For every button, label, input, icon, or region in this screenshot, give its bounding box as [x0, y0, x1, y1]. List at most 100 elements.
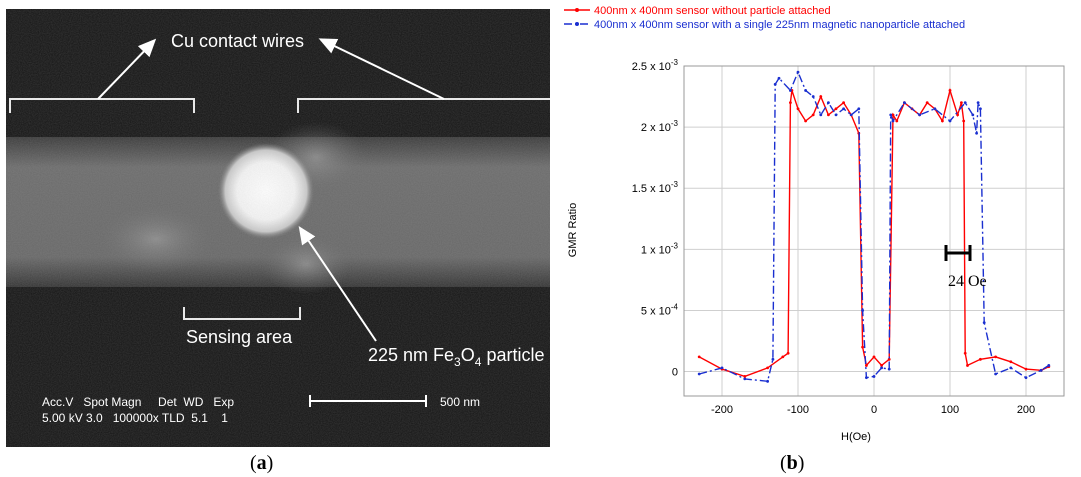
legend-marker-2	[575, 22, 579, 26]
series-2-point	[743, 377, 747, 381]
chart-series	[697, 70, 1051, 383]
series-2-point	[811, 95, 815, 98]
series-1-point	[960, 101, 963, 105]
series-1-point	[941, 119, 944, 123]
series-1-point	[994, 355, 997, 359]
sensing-area-label: Sensing area	[186, 327, 293, 347]
chart-grid	[684, 65, 1064, 396]
series-2-point	[842, 107, 845, 111]
series-1-point	[872, 355, 876, 359]
panel-b-caption: (b)	[780, 452, 805, 474]
chart-legend: 400nm x 400nm sensor without particle at…	[564, 5, 965, 31]
series-1-point	[966, 364, 969, 367]
series-line-1	[698, 87, 1050, 378]
series-1-point	[786, 351, 790, 355]
series-2-point	[971, 113, 975, 117]
series-2-point	[865, 376, 868, 380]
series-1-point	[842, 101, 845, 105]
series-1-point	[887, 357, 891, 361]
series-1-point	[789, 101, 792, 105]
scale-bar-label: 500 nm	[440, 395, 480, 409]
series-2-point	[963, 101, 967, 105]
width-annotation: 24 Oe	[944, 245, 987, 290]
series-2-point	[697, 372, 701, 376]
y-tick-label: 1.5 x 10-3	[632, 180, 679, 195]
series-2-point	[796, 70, 800, 74]
series-2-point	[889, 113, 893, 117]
x-axis-ticks: -200 -100 0 100 200	[711, 404, 1035, 416]
series-2-point	[834, 113, 838, 117]
series-1-point	[827, 113, 830, 117]
x-axis-label: H(Oe)	[841, 431, 871, 443]
series-1-point	[861, 345, 864, 349]
series-1-point	[925, 101, 929, 105]
y-tick-label: 0	[672, 367, 678, 379]
sem-info-values: 5.00 kV 3.0 100000x TLD 5.1 1	[42, 411, 228, 425]
series-1-point	[781, 355, 785, 359]
series-2-point	[773, 82, 777, 86]
series-2-point	[1009, 366, 1013, 370]
series-1-point	[880, 364, 883, 367]
series-1-point	[697, 355, 701, 359]
series-2-point	[982, 321, 986, 325]
series-2-point	[849, 113, 853, 117]
panel-a-caption: (a)	[250, 452, 274, 474]
series-1-point	[963, 351, 967, 355]
x-tick-label: -100	[787, 404, 809, 416]
series-2-point	[766, 379, 769, 383]
series-1-point	[979, 357, 982, 361]
x-tick-label: 100	[941, 404, 959, 416]
series-2-point	[789, 89, 792, 92]
sem-micrograph: Cu contact wires Sensing area 225 nm Fe3…	[6, 9, 550, 447]
series-2-point	[720, 366, 724, 370]
series-2-point	[872, 375, 876, 378]
series-1-point	[804, 119, 807, 123]
series-2-point	[804, 89, 807, 92]
y-tick-label: 2.5 x 10-3	[632, 58, 679, 73]
series-2-point	[979, 107, 982, 111]
series-1-point	[1024, 367, 1028, 371]
series-2-point	[1047, 364, 1051, 367]
particle-label: 225 nm Fe3O4 particle	[368, 345, 544, 369]
series-1-point	[743, 375, 747, 378]
series-1-point	[796, 107, 800, 111]
sensing-area-bracket	[183, 307, 301, 320]
series-2-point	[857, 107, 861, 111]
y-tick-label: 5 x 10-4	[641, 302, 679, 317]
series-1-point	[766, 366, 769, 370]
series-2-point	[933, 107, 937, 111]
series-1-point	[811, 113, 815, 117]
series-1-point	[962, 119, 966, 123]
series-2-point	[1039, 368, 1043, 372]
series-2-point	[819, 113, 823, 117]
sem-info-header: Acc.V Spot Magn Det WD Exp	[42, 395, 234, 409]
series-2-point	[1024, 376, 1028, 380]
contact-wires-label: Cu contact wires	[171, 31, 304, 51]
x-tick-label: 200	[1017, 404, 1035, 416]
y-tick-label: 2 x 10-3	[641, 119, 679, 134]
left-contact-bracket	[9, 98, 195, 113]
series-2-point	[976, 101, 980, 105]
legend-label-1: 400nm x 400nm sensor without particle at…	[594, 5, 831, 17]
gmr-chart: 400nm x 400nm sensor without particle at…	[564, 5, 1065, 443]
series-1-point	[819, 95, 823, 98]
legend-label-2: 400nm x 400nm sensor with a single 225nm…	[594, 19, 965, 31]
scale-bar	[309, 395, 427, 407]
series-2-point	[827, 101, 830, 105]
width-annotation-label: 24 Oe	[948, 273, 987, 290]
series-1-point	[948, 89, 952, 92]
series-2-point	[903, 101, 906, 105]
series-2-point	[948, 119, 952, 123]
series-1-point	[865, 364, 868, 367]
series-2-point	[994, 372, 997, 376]
series-1-point	[834, 107, 838, 111]
y-tick-label: 1 x 10-3	[641, 241, 679, 256]
x-tick-label: -200	[711, 404, 733, 416]
series-1-point	[956, 113, 959, 117]
series-1-point	[1009, 360, 1013, 364]
y-axis-ticks: 0 5 x 10-4 1 x 10-3 1.5 x 10-3 2 x 10-3 2.5 x…	[632, 58, 679, 379]
plot-frame	[683, 65, 1065, 397]
right-contact-bracket	[297, 98, 550, 113]
x-tick-label: 0	[871, 404, 877, 416]
series-1-point	[891, 113, 895, 117]
